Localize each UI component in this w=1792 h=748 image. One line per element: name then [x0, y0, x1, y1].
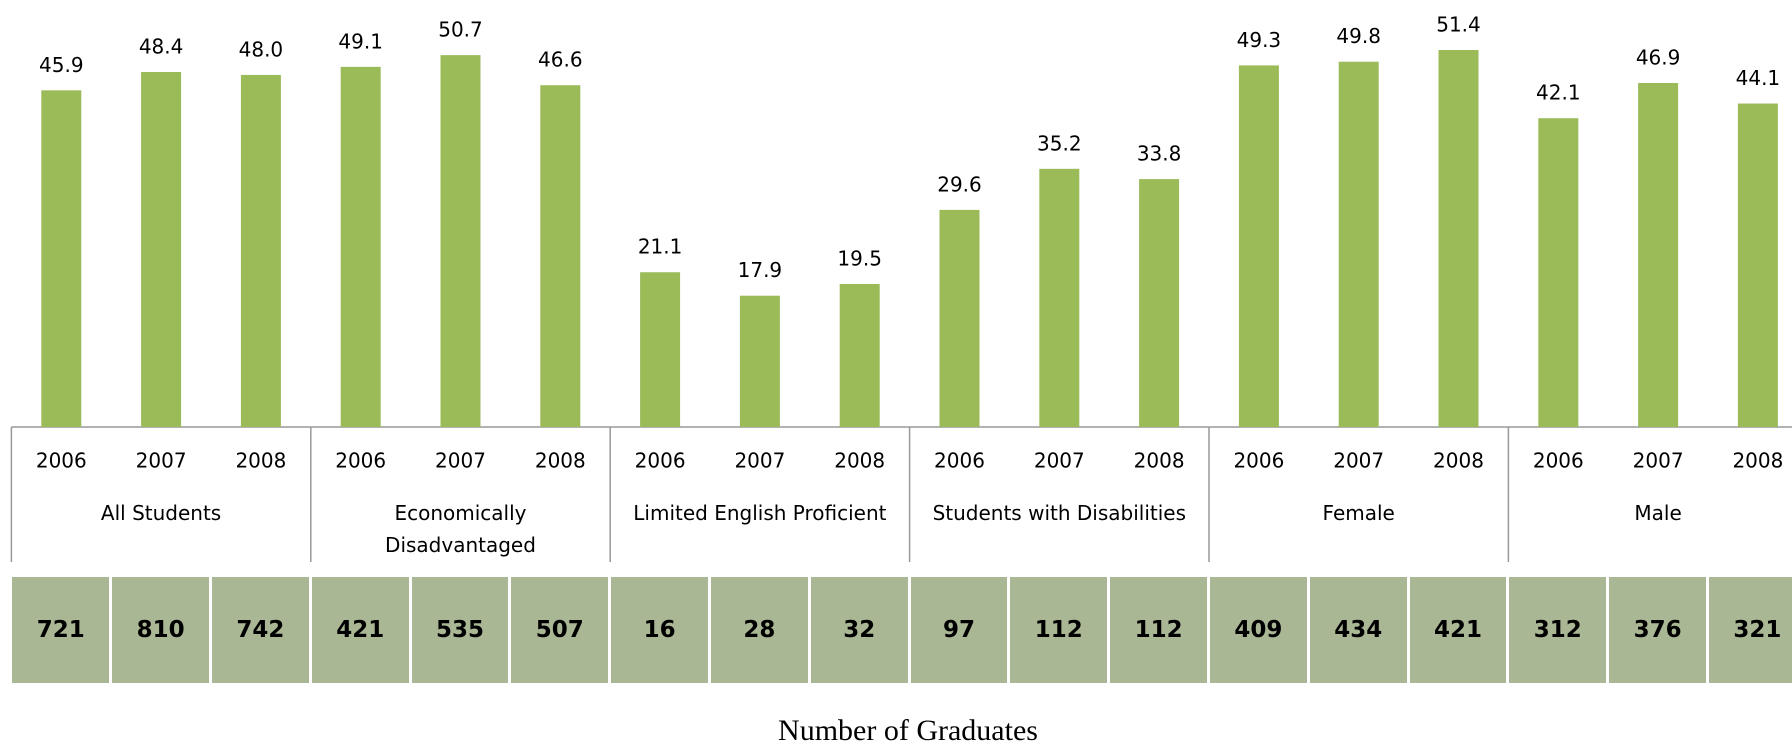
value-label: 33.8	[1137, 142, 1182, 166]
value-label: 49.1	[338, 29, 383, 53]
x-tick-label: 2008	[1732, 449, 1783, 473]
x-tick-label: 2007	[136, 449, 187, 473]
value-label: 49.3	[1237, 28, 1282, 52]
x-tick-label: 2006	[335, 449, 386, 473]
bar	[540, 85, 581, 427]
table-cell: 28	[711, 577, 808, 683]
table-cell: 112	[1110, 577, 1207, 683]
table-cell: 810	[112, 577, 209, 683]
value-label: 48.0	[239, 37, 284, 61]
x-tick-label: 2006	[36, 449, 87, 473]
x-tick-label: 2008	[535, 449, 586, 473]
table-cell: 535	[411, 577, 509, 683]
group-label: All Students	[100, 501, 222, 525]
x-tick-label: 2006	[934, 449, 985, 473]
bar	[640, 272, 681, 427]
x-tick-label: 2007	[1333, 449, 1384, 473]
x-tick-label: 2008	[235, 449, 286, 473]
value-label: 29.6	[937, 172, 982, 196]
table-cell: 507	[511, 577, 609, 683]
table-cell: 421	[311, 577, 409, 683]
bar	[141, 72, 182, 427]
value-label: 49.8	[1336, 24, 1381, 48]
x-tick-label: 2007	[1633, 449, 1684, 473]
table-cell: 321	[1709, 577, 1792, 683]
x-tick-label: 2008	[1433, 449, 1484, 473]
table-cell: 32	[810, 577, 908, 683]
value-label: 17.9	[738, 258, 783, 282]
bar	[1538, 118, 1579, 427]
table-cell: 721	[12, 577, 110, 683]
bar	[1039, 168, 1080, 427]
bar	[1638, 83, 1679, 428]
value-label: 48.4	[139, 35, 184, 59]
bar	[1238, 65, 1279, 428]
bar	[739, 295, 780, 427]
value-label: 45.9	[39, 53, 84, 77]
bar	[240, 74, 281, 427]
x-tick-label: 2006	[635, 449, 686, 473]
value-label: 46.6	[538, 48, 583, 72]
group-label: Female	[1322, 501, 1395, 525]
value-label: 21.1	[638, 235, 683, 259]
table-cell: 97	[910, 577, 1008, 683]
group-label: Male	[1634, 501, 1682, 525]
table-cell: 312	[1509, 577, 1607, 683]
chart: 45.9 2006 48.4 2007 48.0 2008 49.1 2006 50.7 2007…	[10, 13, 1792, 562]
x-tick-label: 2008	[1134, 449, 1185, 473]
bar	[1438, 50, 1479, 427]
table-title: Number of Graduates	[778, 714, 1038, 747]
bar	[1338, 61, 1379, 427]
bar	[939, 209, 980, 427]
x-tick-label: 2007	[1034, 449, 1085, 473]
bar	[41, 90, 82, 428]
value-label: 35.2	[1037, 131, 1082, 155]
group-label: Limited English Proficient	[633, 501, 887, 525]
value-label: 50.7	[438, 18, 483, 42]
x-tick-label: 2006	[1533, 449, 1584, 473]
table-cell: 16	[611, 577, 708, 683]
table-cell: 409	[1210, 577, 1307, 683]
x-tick-label: 2008	[834, 449, 885, 473]
table-cell: 376	[1609, 577, 1706, 683]
table-cell: 434	[1309, 577, 1407, 683]
group-label: Students with Disabilities	[932, 501, 1186, 525]
bar	[340, 66, 381, 427]
value-label: 46.9	[1636, 46, 1681, 70]
value-label: 51.4	[1436, 13, 1481, 37]
bar	[1139, 179, 1180, 427]
table-cell: 742	[212, 577, 309, 683]
value-label: 44.1	[1736, 66, 1781, 90]
value-label: 42.1	[1536, 81, 1581, 105]
x-tick-label: 2006	[1233, 449, 1284, 473]
value-label: 19.5	[837, 246, 882, 270]
x-tick-label: 2007	[435, 449, 486, 473]
group-label: Economically Disadvantaged	[385, 501, 536, 557]
table-cell: 421	[1409, 577, 1507, 683]
bar	[1737, 103, 1778, 428]
table-cell: 112	[1010, 577, 1108, 683]
x-tick-label: 2007	[734, 449, 785, 473]
bar	[839, 283, 880, 427]
bar	[440, 55, 481, 427]
